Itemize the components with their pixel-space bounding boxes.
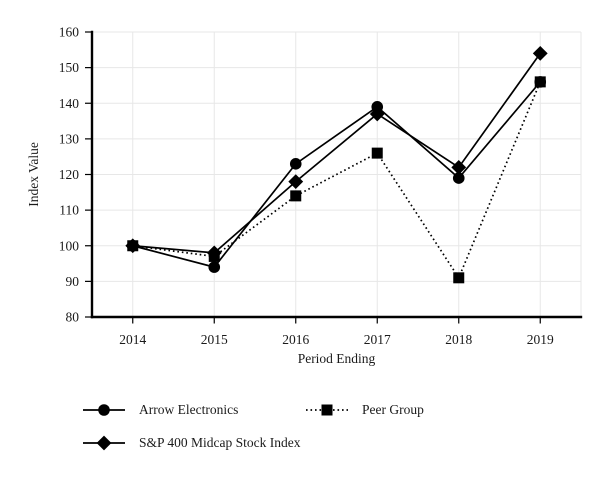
x-tick-label: 2018 [445, 332, 472, 347]
y-tick-label: 160 [59, 25, 80, 40]
square-marker-icon [290, 190, 302, 202]
series-line-0 [132, 81, 541, 269]
x-tick-label: 2014 [119, 332, 146, 347]
circle-marker-icon [208, 261, 221, 273]
diamond-marker-icon [288, 174, 304, 190]
series-lines [125, 45, 548, 284]
circle-marker-icon [289, 158, 302, 170]
diamond-marker-icon [369, 106, 385, 122]
y-tick-label: 120 [59, 167, 80, 182]
axes [85, 30, 583, 324]
series-line-2 [132, 52, 541, 254]
y-tick-label: 100 [59, 238, 80, 253]
diamond-marker-icon [125, 238, 141, 254]
circle-marker-icon [452, 172, 465, 184]
diamond-marker-icon [532, 45, 548, 61]
x-tick-label: 2016 [282, 332, 309, 347]
diamond-marker-icon [451, 159, 467, 175]
square-marker-icon [534, 76, 546, 88]
y-tick-label: 140 [59, 96, 80, 111]
x-tick-label: 2019 [527, 332, 554, 347]
y-tick-label: 150 [59, 60, 80, 75]
square-marker-icon [371, 147, 383, 159]
y-tick-label: 130 [59, 131, 80, 146]
series-line-1 [132, 81, 542, 280]
square-marker-icon [453, 272, 465, 284]
diamond-marker-icon [206, 245, 222, 261]
x-tick-label: 2017 [364, 332, 391, 347]
x-tick-label: 2015 [201, 332, 228, 347]
y-tick-label: 90 [66, 274, 80, 289]
y-tick-label: 80 [66, 310, 80, 325]
x-axis-title: Period Ending [298, 351, 376, 366]
y-tick-label: 110 [59, 203, 79, 218]
y-axis-title: Index Value [26, 142, 41, 207]
tick-labels: 80 90 100 110 120 130 140 150 160 2014 2015 2016 201… [59, 25, 554, 348]
